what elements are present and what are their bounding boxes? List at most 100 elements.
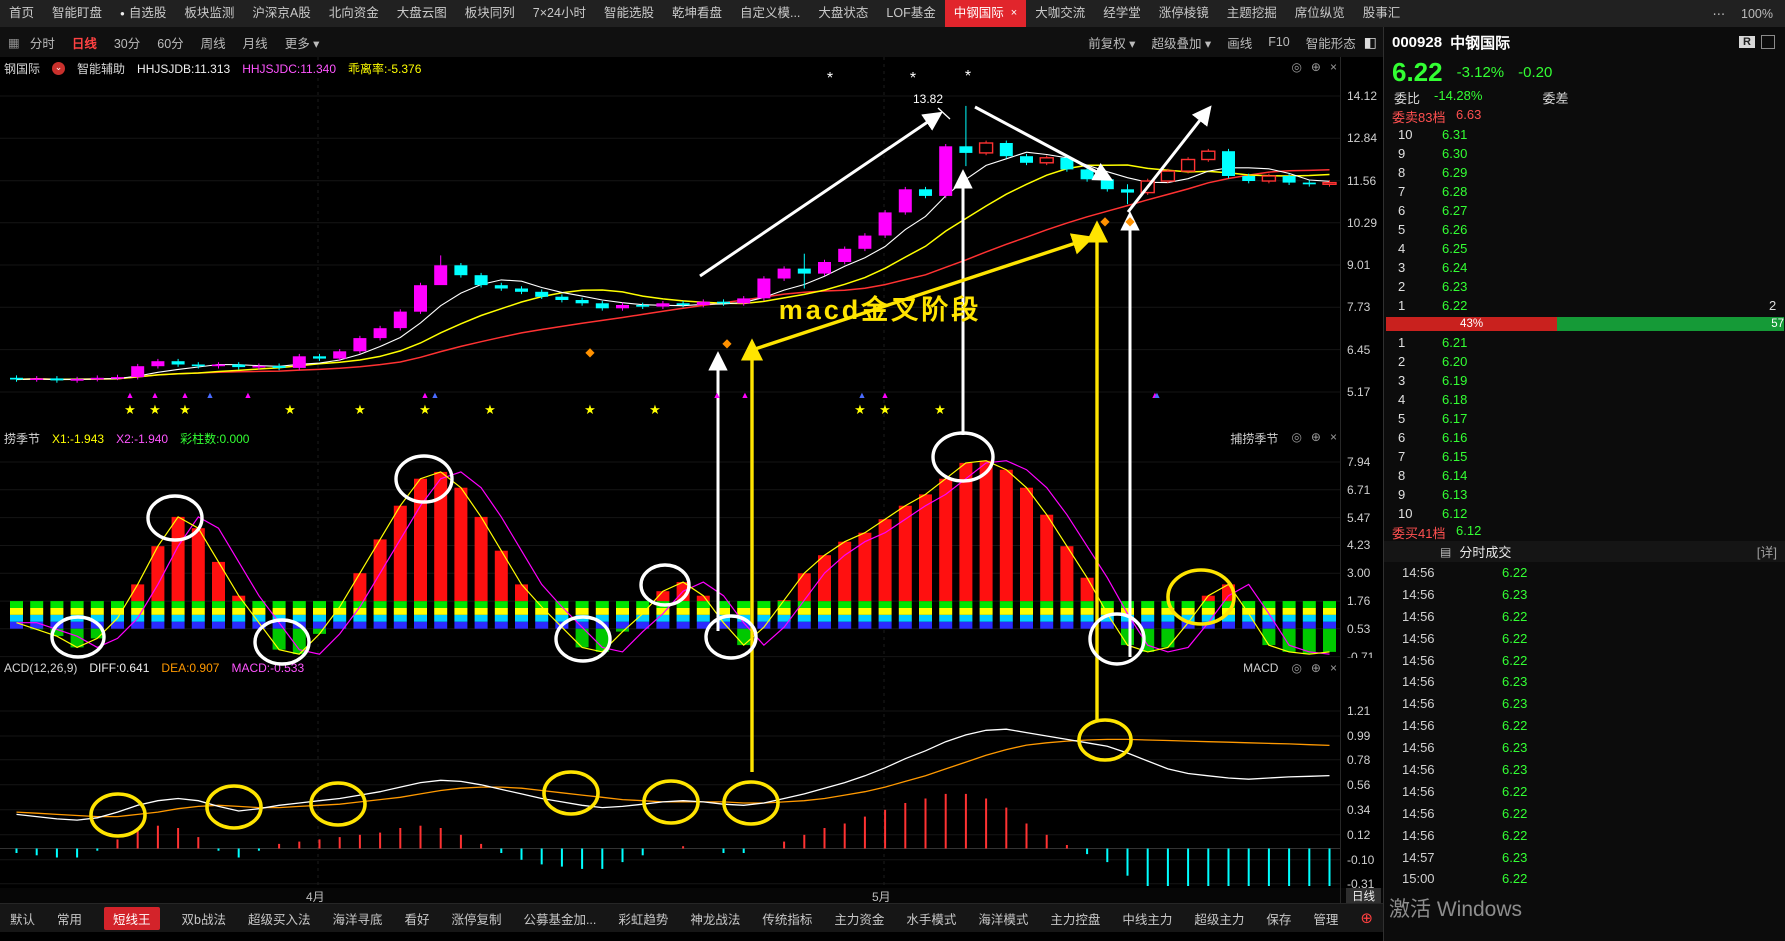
tick-row[interactable]: 14:57 6.23 (1384, 847, 1785, 869)
strategy-超级主力[interactable]: 超级主力 (1194, 912, 1245, 927)
timeframe-分时[interactable]: 分时 (29, 36, 55, 51)
tick-row[interactable]: 15:00 6.22 (1384, 868, 1785, 890)
strategy-彩虹趋势[interactable]: 彩虹趋势 (618, 912, 669, 927)
strategy-海洋寻底[interactable]: 海洋寻底 (332, 912, 383, 927)
bid-row[interactable]: 1 6.21 (1384, 333, 1785, 352)
tick-row[interactable]: 14:56 6.23 (1384, 737, 1785, 759)
strategy-短线王[interactable]: 短线王 (104, 906, 160, 930)
nav-tab-7×24小时[interactable]: 7×24小时 (524, 0, 595, 27)
tick-list-header[interactable]: ▤ 分时成交 [详] (1384, 541, 1785, 562)
season-indicator-panel[interactable]: 捞季节 X1:-1.943 X2:-1.940 彩柱数:0.000 捕捞季节 ◎… (0, 427, 1383, 659)
strategy-中线主力[interactable]: 中线主力 (1122, 912, 1173, 927)
nav-tab-经学堂[interactable]: 经学堂 (1094, 0, 1150, 27)
overlay-dropdown[interactable]: 超级叠加 ▾ (1151, 36, 1212, 51)
tick-row[interactable]: 14:56 6.23 (1384, 693, 1785, 715)
nav-tab-智能选股[interactable]: 智能选股 (595, 0, 663, 27)
tick-row[interactable]: 14:56 6.22 (1384, 825, 1785, 847)
strategy-看好[interactable]: 看好 (404, 912, 430, 927)
timeframe-更多 ▾[interactable]: 更多 ▾ (284, 36, 320, 51)
bid-row[interactable]: 8 6.14 (1384, 466, 1785, 485)
period-label[interactable]: 日线 (1346, 888, 1381, 904)
tick-row[interactable]: 14:56 6.22 (1384, 803, 1785, 825)
tick-row[interactable]: 14:56 6.22 (1384, 628, 1785, 650)
tick-row[interactable]: 14:56 6.22 (1384, 650, 1785, 672)
bid-row[interactable]: 7 6.15 (1384, 447, 1785, 466)
close-icon[interactable]: × (1329, 430, 1337, 444)
nav-tab-涨停棱镜[interactable]: 涨停棱镜 (1150, 0, 1218, 27)
timeframe-日线[interactable]: 日线 (71, 36, 97, 51)
bid-row[interactable]: 10 6.12 (1384, 504, 1785, 523)
nav-tab-主题挖掘[interactable]: 主题挖掘 (1218, 0, 1286, 27)
ask-row[interactable]: 6 6.27 (1384, 201, 1785, 220)
tick-row[interactable]: 14:56 6.23 (1384, 671, 1785, 693)
strategy-海洋模式[interactable]: 海洋模式 (978, 912, 1029, 927)
tick-row[interactable]: 14:56 6.22 (1384, 606, 1785, 628)
ask-row[interactable]: 5 6.26 (1384, 220, 1785, 239)
f10-button[interactable]: F10 (1268, 35, 1290, 49)
macd-panel[interactable]: ACD(12,26,9) DIFF:0.641 DEA:0.907 MACD:-… (0, 658, 1383, 889)
bid-row[interactable]: 6 6.16 (1384, 428, 1785, 447)
timeframe-周线[interactable]: 周线 (200, 36, 226, 51)
tick-row[interactable]: 14:56 6.22 (1384, 781, 1785, 803)
strategy-双b战法[interactable]: 双b战法 (181, 912, 226, 927)
nav-tab-智能盯盘[interactable]: 智能盯盘 (43, 0, 111, 27)
main-chart-panel[interactable]: 钢国际 ⌄ 智能辅助 HHJSJDB:11.313 HHJSJDC:11.340… (0, 57, 1383, 428)
tick-row[interactable]: 14:56 6.23 (1384, 759, 1785, 781)
ask-row[interactable]: 9 6.30 (1384, 144, 1785, 163)
strategy-管理[interactable]: 管理 (1313, 912, 1339, 927)
strategy-公募基金加...[interactable]: 公募基金加... (523, 912, 597, 927)
timeframe-30分[interactable]: 30分 (113, 36, 141, 51)
timeframe-60分[interactable]: 60分 (157, 36, 184, 51)
strategy-神龙战法[interactable]: 神龙战法 (690, 912, 741, 927)
grid-icon[interactable]: ▦ (8, 35, 20, 50)
nav-tab-北向资金[interactable]: 北向资金 (320, 0, 388, 27)
nav-tab-板块同列[interactable]: 板块同列 (456, 0, 524, 27)
ask-row[interactable]: 10 6.31 (1384, 125, 1785, 144)
nav-tab-板块监测[interactable]: 板块监测 (175, 0, 243, 27)
target-icon[interactable]: ◎ (1291, 430, 1302, 444)
panel-box-icon[interactable] (1761, 35, 1775, 49)
theme-toggle-icon[interactable]: ◧ (1363, 33, 1377, 50)
draw-line-button[interactable]: 画线 (1227, 36, 1253, 51)
tick-row[interactable]: 14:56 6.22 (1384, 715, 1785, 737)
ask-row[interactable]: 2 6.23 (1384, 277, 1785, 296)
nav-tab-沪深京A股[interactable]: 沪深京A股 (243, 0, 319, 27)
strategy-涨停复制[interactable]: 涨停复制 (451, 912, 502, 927)
close-tab-icon[interactable]: × (1010, 7, 1018, 19)
settings-icon[interactable]: ⊕ (1310, 661, 1321, 675)
close-icon[interactable]: × (1329, 60, 1337, 74)
nav-tab-大盘状态[interactable]: 大盘状态 (809, 0, 877, 27)
bid-row[interactable]: 9 6.13 (1384, 485, 1785, 504)
strategy-保存[interactable]: 保存 (1266, 912, 1292, 927)
nav-tab-自选股[interactable]: ● 自选股 (111, 0, 175, 27)
bid-row[interactable]: 4 6.18 (1384, 390, 1785, 409)
strategy-主力资金[interactable]: 主力资金 (834, 912, 885, 927)
strategy-主力控盘[interactable]: 主力控盘 (1050, 912, 1101, 927)
smart-pattern-button[interactable]: 智能形态 (1305, 36, 1356, 51)
bid-row[interactable]: 5 6.17 (1384, 409, 1785, 428)
tick-row[interactable]: 14:56 6.23 (1384, 584, 1785, 606)
bid-row[interactable]: 2 6.20 (1384, 352, 1785, 371)
tick-row[interactable]: 14:56 6.22 (1384, 562, 1785, 584)
more-tabs-icon[interactable]: ⋯ (1712, 7, 1726, 21)
ask-row[interactable]: 7 6.28 (1384, 182, 1785, 201)
strategy-默认[interactable]: 默认 (10, 912, 36, 927)
nav-tab-乾坤看盘[interactable]: 乾坤看盘 (663, 0, 731, 27)
strategy-传统指标[interactable]: 传统指标 (762, 912, 813, 927)
settings-icon[interactable]: ⊕ (1310, 60, 1321, 74)
smart-assist-label[interactable]: 智能辅助 (77, 62, 126, 76)
bid-row[interactable]: 3 6.19 (1384, 371, 1785, 390)
strategy-常用[interactable]: 常用 (57, 912, 83, 927)
target-icon[interactable]: ◎ (1291, 661, 1302, 675)
nav-tab-大盘云图[interactable]: 大盘云图 (388, 0, 456, 27)
ask-row[interactable]: 1 6.22 2 (1384, 296, 1785, 315)
adjust-type-dropdown[interactable]: 前复权 ▾ (1088, 36, 1136, 51)
ask-row[interactable]: 3 6.24 (1384, 258, 1785, 277)
add-strategy-icon[interactable]: ⊕ (1360, 910, 1373, 927)
strategy-水手模式[interactable]: 水手模式 (906, 912, 957, 927)
nav-tab-席位纵览[interactable]: 席位纵览 (1286, 0, 1354, 27)
nav-tab-自定义模...[interactable]: 自定义模... (731, 0, 809, 27)
nav-tab-LOF基金[interactable]: LOF基金 (877, 0, 944, 27)
ask-row[interactable]: 4 6.25 (1384, 239, 1785, 258)
nav-tab-股事汇[interactable]: 股事汇 (1354, 0, 1410, 27)
